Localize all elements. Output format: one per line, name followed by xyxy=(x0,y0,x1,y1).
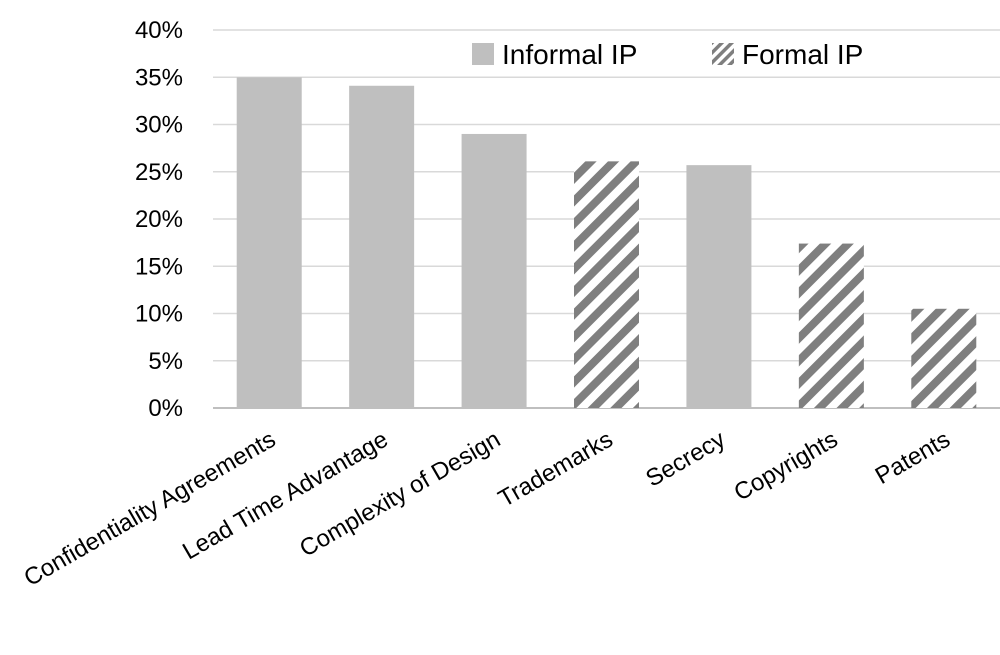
x-tick-label: Copyrights xyxy=(730,426,843,507)
bar-confidentiality-agreements xyxy=(236,77,302,408)
y-tick-label: 5% xyxy=(148,348,183,375)
legend-label-formal: Formal IP xyxy=(742,39,863,70)
bar-lead-time-advantage xyxy=(349,85,415,408)
legend-swatch-formal xyxy=(712,43,734,65)
x-tick-label: Complexity of Design xyxy=(295,426,505,563)
y-tick-label: 25% xyxy=(135,159,183,186)
x-tick-label: Lead Time Advantage xyxy=(178,426,393,565)
y-tick-label: 20% xyxy=(135,206,183,233)
y-tick-label: 35% xyxy=(135,64,183,91)
legend-swatch-informal xyxy=(472,43,494,65)
bar-patents xyxy=(911,308,977,408)
y-tick-label: 10% xyxy=(135,301,183,328)
bar-trademarks xyxy=(574,161,639,408)
x-tick-label: Trademarks xyxy=(494,426,618,513)
y-axis-ticks: 0% 5% 10% 15% 20% 25% 30% 35% 40% xyxy=(135,17,183,422)
bars xyxy=(236,77,977,408)
y-tick-label: 30% xyxy=(135,112,183,139)
x-tick-label: Patents xyxy=(871,426,955,490)
legend: Informal IP Formal IP xyxy=(472,39,863,70)
legend-label-informal: Informal IP xyxy=(502,39,637,70)
bar-secrecy xyxy=(686,165,752,408)
bar-complexity-of-design xyxy=(461,133,527,408)
bar-copyrights xyxy=(798,243,864,408)
y-tick-label: 15% xyxy=(135,253,183,280)
y-tick-label: 40% xyxy=(135,17,183,44)
x-tick-label: Secrecy xyxy=(641,426,730,493)
y-tick-label: 0% xyxy=(148,395,183,422)
